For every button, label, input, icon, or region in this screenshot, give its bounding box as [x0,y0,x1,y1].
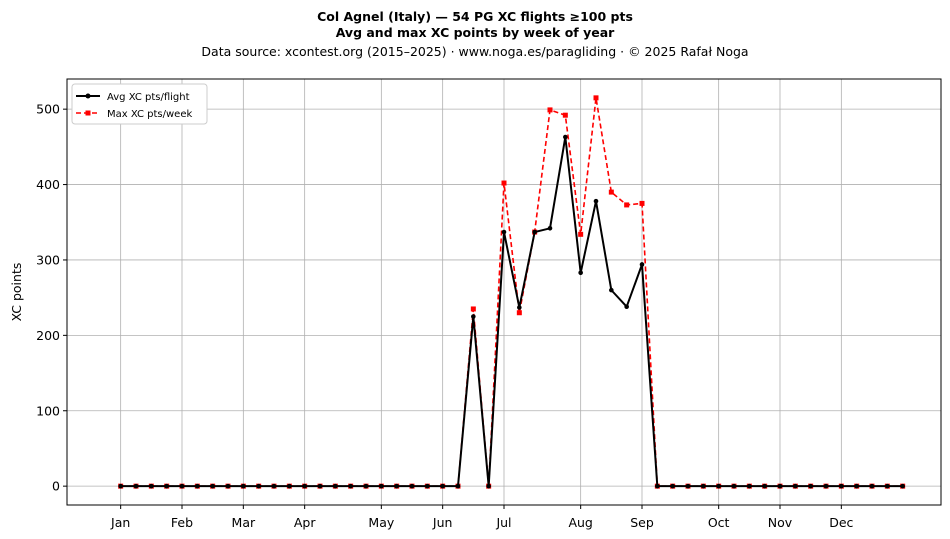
series-layer [118,95,906,489]
data-point-avg [425,483,430,489]
x-tick-label: Feb [171,515,193,530]
data-point-avg [333,483,338,489]
data-point-avg [793,483,798,489]
grid [67,79,941,505]
y-tick-label: 400 [36,177,60,192]
legend-label-max: Max XC pts/week [107,109,192,120]
x-tick-label: Nov [768,515,793,530]
data-point-avg [486,483,491,489]
y-axis-label: XC points [9,263,24,322]
data-point-avg [854,483,859,489]
data-point-avg [823,483,829,489]
series-line-max [120,97,903,487]
data-point-avg [532,229,537,235]
y-tick-label: 300 [36,252,60,267]
x-tick-label: Jun [432,515,453,530]
y-tick-label: 0 [52,479,60,494]
data-point-avg [164,483,169,489]
x-tick-label: Oct [708,515,730,530]
data-point-avg [885,483,890,489]
data-point-max [593,95,599,101]
data-point-avg [379,483,384,489]
x-tick-label: Sep [630,515,654,530]
chart-title: Col Agnel (Italy) — 54 PG XC flights ≥10… [317,9,633,24]
data-point-avg [287,483,292,489]
data-point-avg [394,483,399,489]
y-tick-label: 200 [36,328,60,343]
data-point-avg [225,483,231,489]
legend-marker-max [85,110,91,116]
data-point-avg [210,483,215,489]
data-point-max [562,112,568,118]
data-point-max [501,180,507,186]
data-point-avg [900,483,905,489]
data-point-avg [839,483,844,489]
data-point-avg [593,198,599,204]
axis-ticks: 0 100 200 300 400 500 Jan Feb Mar Apr May Jun Jul Aug… [36,102,853,530]
x-tick-label: Jan [110,515,130,530]
data-point-avg [869,483,875,489]
x-tick-label: Aug [568,515,592,530]
data-point-max [470,306,476,312]
data-point-avg [271,483,277,489]
legend: Avg XC pts/flight Max XC pts/week [71,83,208,125]
x-tick-label: Apr [294,515,316,530]
data-point-max [608,189,614,195]
data-point-avg [256,483,261,489]
legend-box [71,83,208,125]
x-tick-label: Mar [232,515,256,530]
data-point-max [516,310,522,316]
data-point-avg [195,483,200,489]
data-point-avg [501,229,507,235]
data-point-avg [440,483,445,489]
data-point-avg [241,483,246,489]
data-point-avg [808,483,813,489]
data-point-avg [348,483,353,489]
data-point-avg [563,134,568,140]
data-point-max [639,200,645,206]
data-point-avg [517,305,522,310]
data-point-avg [409,483,415,489]
data-point-max [578,231,584,237]
data-point-avg [762,483,767,489]
x-tick-label: Jul [495,515,511,530]
data-point-avg [655,483,660,489]
data-point-avg [670,483,675,489]
chart-subtitle: Avg and max XC points by week of year [336,25,615,40]
chart-source: Data source: xcontest.org (2015–2025) · … [201,44,748,59]
data-point-avg [578,270,583,276]
y-tick-label: 500 [36,102,60,117]
data-point-max [547,107,553,113]
data-point-avg [624,304,629,310]
data-point-avg [731,483,737,489]
data-point-avg [685,483,691,489]
x-tick-label: May [368,515,394,530]
data-point-avg [777,483,783,489]
data-point-avg [609,287,614,293]
data-point-avg [179,483,185,489]
data-point-avg [547,225,553,231]
data-point-avg [701,483,706,489]
data-point-max [624,202,630,208]
legend-marker-avg [85,93,91,99]
data-point-avg [471,314,476,319]
data-point-avg [133,483,139,489]
data-point-avg [747,483,752,489]
data-point-avg [149,483,154,489]
data-point-avg [716,483,721,489]
x-tick-label: Dec [829,515,853,530]
data-point-avg [455,483,461,489]
legend-label-avg: Avg XC pts/flight [107,92,190,103]
series-line-avg [120,136,903,488]
data-point-avg [363,483,369,489]
data-point-avg [118,483,123,489]
data-point-avg [639,262,645,267]
data-point-avg [317,483,323,489]
data-point-avg [302,483,307,489]
y-tick-label: 100 [36,403,60,418]
